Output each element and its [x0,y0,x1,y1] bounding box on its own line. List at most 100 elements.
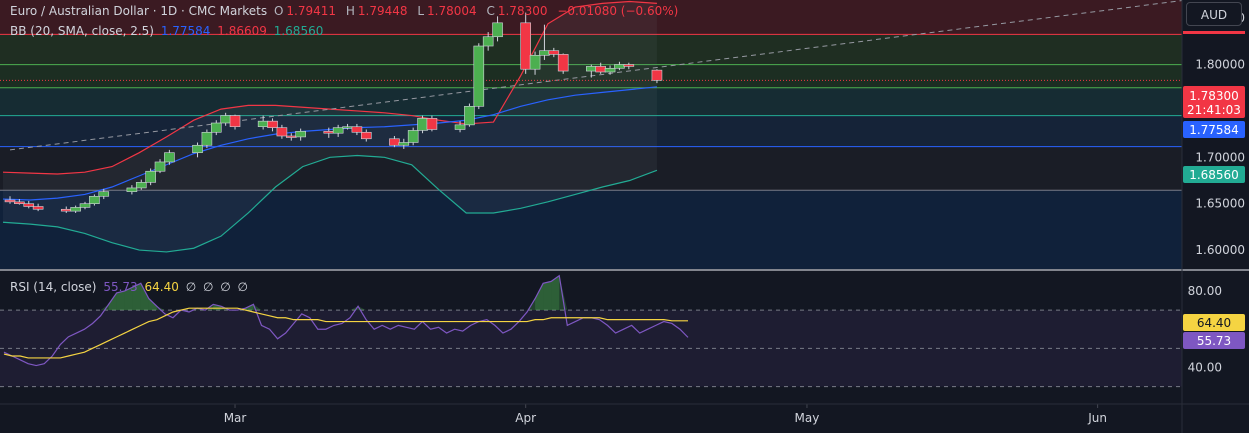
currency-button[interactable]: AUD [1186,2,1242,26]
candle-2024-04-12 [623,62,635,70]
candle-2024-02-21 [145,168,156,186]
rsi-overbought-fill [140,283,157,311]
candle-2024-03-21 [417,115,428,134]
rsi-extra-1: ∅ [185,280,197,294]
candle-body [586,66,597,72]
rsi-ma-line [3,307,688,359]
candle-2024-02-22 [154,159,166,174]
rsi-extra-2: ∅ [202,280,214,294]
trendline [9,0,1183,151]
candle-2024-03-18 [389,135,400,148]
bb-lower-badge [1183,166,1245,183]
candle-2024-04-02 [529,51,541,75]
candle-2024-04-04 [548,47,560,58]
price-change: −0.01080 (−0.60%) [557,4,679,18]
candle-2024-03-20 [407,127,419,146]
candle-2024-03-19 [398,138,410,149]
candle-2024-02-19 [126,185,138,195]
bb-background-fill [3,1,657,252]
candle-2024-03-14 [351,123,363,136]
rsi-overbought-fill [108,290,125,311]
rsi-legend[interactable]: RSI (14, close) 55.73 64.40 ∅ ∅ ∅ ∅ [10,280,251,294]
bb-legend[interactable]: BB (20, SMA, close, 2.5) 1.77584 1.86609… [10,24,326,38]
candle-body [651,69,663,81]
candle-body [417,118,428,131]
candle-body [332,127,344,134]
candle-body [201,131,213,146]
candle-body [14,201,25,205]
y-tick-label-4: 1.70000 [1195,150,1245,164]
candle-body [539,50,550,56]
candle-body [126,187,138,192]
candle-2024-03-28 [482,32,494,51]
candle-2024-02-07 [14,199,25,205]
rsi-legend-label: RSI (14, close) [10,280,97,294]
rsi-overbought-fill [148,298,165,311]
ohlc-open: O 1.79411 [273,4,337,18]
candle-2024-02-14 [79,201,91,210]
bar-countdown-label: 21:41:03 [1187,103,1241,117]
rsi-overbought-fill [245,304,262,311]
candle-2024-02-08 [23,200,35,209]
level-zone-5 [0,115,1182,147]
candle-body [23,203,35,207]
close-price-badge-bg [1183,86,1245,118]
rsi-tick-label-1: 80.00 [1188,284,1222,298]
ohlc-close: C 1.78300 [486,4,548,18]
rsi-badge [1183,332,1245,349]
x-tick-label-mar: Mar [224,411,247,425]
close-price-label: 1.78300 [1189,89,1239,103]
candle-body [398,142,410,146]
candle-2024-02-13 [70,205,81,213]
candle-body [520,22,531,70]
candle-body [623,64,635,67]
candle-2024-02-27 [201,129,213,149]
candle-body [464,106,475,126]
candle-body [351,126,363,133]
candle-body [295,131,306,138]
rsi-overbought-fill [116,287,133,311]
candle-body [98,191,110,197]
candle-2024-02-20 [135,179,147,190]
rsi-value: 55.73 [103,280,138,294]
rsi-overbought-fill [124,283,141,311]
candle-body [164,152,175,163]
candle-body [32,206,44,210]
candle-body [548,50,560,55]
ohlc-low: L 1.78004 [417,4,477,18]
rsi-tick-label-2: 40.00 [1188,360,1222,374]
level-zone-6 [0,146,1182,191]
candle-2024-04-10 [604,65,616,75]
candle-2024-03-26 [464,103,475,127]
bb-upper-value: 1.86609 [217,24,267,38]
candle-body [257,120,269,128]
candle-2024-02-06 [4,196,16,204]
candle-body [210,122,222,133]
rsi-overbought-fill [132,283,149,311]
x-tick-label-apr: Apr [515,411,536,425]
candle-body [60,208,72,212]
rsi-overbought-fill [237,304,254,311]
candle-body [323,131,335,134]
bb-basis-line [2,86,658,201]
candle-body [285,135,297,138]
bb-lower-badge-label: 1.68560 [1189,168,1239,182]
candle-body [192,144,203,153]
candle-2024-02-09 [32,203,44,212]
y-tick-label-5: 1.65000 [1195,197,1245,211]
candle-2024-03-25 [454,121,466,133]
candle-2024-03-01 [229,114,241,130]
bb-basis-badge [1183,121,1245,138]
candle-body [407,130,419,143]
candle-body [267,120,278,128]
candle-body [426,118,438,130]
candle-2024-03-29 [492,16,503,42]
rsi-overbought-fill [527,283,544,311]
candle-body [454,124,466,130]
bb-lower-value: 1.68560 [273,24,324,38]
candle-body [492,22,503,38]
candle-body [529,54,541,70]
bb-upper-line [2,0,657,175]
candle-body [473,45,485,107]
